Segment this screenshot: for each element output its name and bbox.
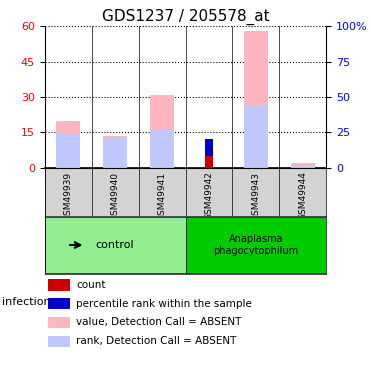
Title: GDS1237 / 205578_at: GDS1237 / 205578_at — [102, 9, 269, 25]
Bar — [244, 105, 268, 168]
Text: rank, Detection Call = ABSENT: rank, Detection Call = ABSENT — [76, 336, 236, 346]
Bar — [291, 163, 315, 168]
FancyBboxPatch shape — [186, 217, 326, 273]
Text: count: count — [76, 280, 106, 290]
Bar — [56, 120, 80, 168]
Text: GSM49941: GSM49941 — [158, 172, 167, 220]
Bar — [56, 134, 80, 168]
Text: percentile rank within the sample: percentile rank within the sample — [76, 299, 252, 309]
Bar — [205, 156, 213, 168]
Text: GSM49942: GSM49942 — [204, 172, 213, 220]
Text: infection: infection — [2, 297, 50, 307]
FancyBboxPatch shape — [45, 217, 186, 273]
Text: Anaplasma
phagocytophilum: Anaplasma phagocytophilum — [213, 234, 299, 256]
Bar — [205, 140, 213, 156]
Text: GSM49943: GSM49943 — [252, 172, 260, 220]
Bar — [244, 31, 268, 168]
Text: GSM49939: GSM49939 — [63, 172, 72, 221]
Text: GSM49940: GSM49940 — [111, 172, 119, 220]
Bar — [150, 130, 174, 168]
Text: value, Detection Call = ABSENT: value, Detection Call = ABSENT — [76, 318, 242, 327]
Text: control: control — [96, 240, 134, 250]
Bar — [291, 166, 315, 168]
Bar — [103, 136, 127, 168]
Text: GSM49944: GSM49944 — [299, 172, 308, 220]
Bar — [150, 94, 174, 168]
Bar — [103, 138, 127, 168]
